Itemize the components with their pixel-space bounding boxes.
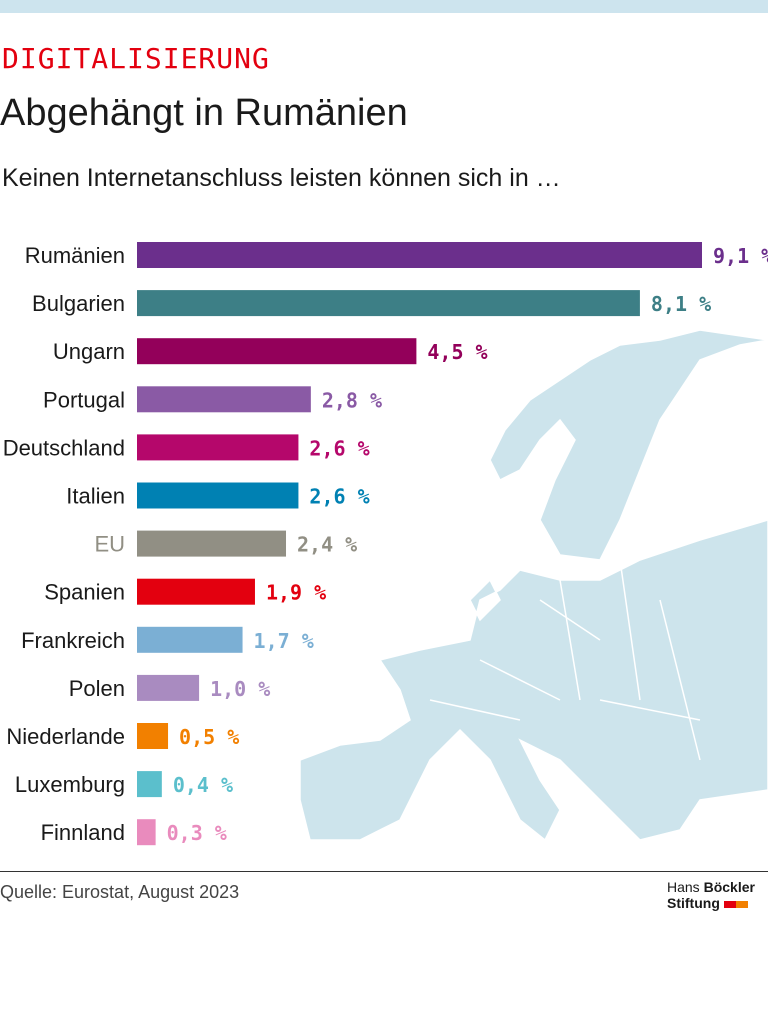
bar-7 (137, 578, 255, 605)
value-label: 1,9 % (266, 581, 326, 605)
logo-text: Hans (667, 879, 700, 895)
value-label: 9,1 % (713, 244, 768, 268)
category-label: Niederlande (6, 724, 125, 749)
kicker: DIGITALISIERUNG (2, 42, 270, 75)
logo-text: Stiftung (667, 895, 720, 911)
value-label: 8,1 % (651, 292, 711, 316)
bar-3 (137, 386, 311, 413)
category-label: EU (94, 532, 125, 557)
logo-red-square (723, 900, 736, 908)
category-label: Spanien (44, 580, 125, 605)
divider (0, 871, 768, 872)
category-label: Italien (66, 484, 125, 509)
logo-orange-square (735, 900, 748, 908)
category-label: Luxemburg (15, 772, 125, 797)
value-label: 2,4 % (297, 533, 357, 557)
value-label: 0,4 % (173, 773, 233, 797)
logo-text: Böckler (703, 879, 755, 895)
category-label: Frankreich (21, 628, 125, 653)
category-label: Deutschland (3, 435, 125, 460)
value-label: 0,5 % (179, 725, 239, 749)
bar-6 (137, 530, 287, 557)
bar-0 (137, 242, 702, 268)
source-note: Quelle: Eurostat, August 2023 (0, 882, 240, 902)
value-label: 2,6 % (309, 436, 369, 460)
value-label: 2,6 % (309, 485, 369, 509)
bar-5 (137, 482, 299, 509)
bar-4 (137, 434, 299, 461)
bar-10 (137, 723, 169, 749)
bar-9 (137, 674, 200, 701)
bar-2 (137, 338, 417, 365)
top-bar (0, 0, 768, 13)
page-title: Abgehängt in Rumänien (0, 92, 408, 134)
bar-12 (137, 819, 156, 846)
category-label: Portugal (43, 387, 125, 412)
hans-boeckler-logo: Hans Böckler Stiftung (667, 879, 755, 911)
category-label: Finnland (41, 820, 125, 845)
bar-1 (137, 290, 640, 317)
category-label: Polen (69, 676, 125, 701)
subtitle: Keinen Internetanschluss leisten können … (2, 164, 561, 192)
category-label: Ungarn (53, 339, 125, 364)
value-label: 2,8 % (322, 388, 382, 412)
category-label: Bulgarien (32, 291, 125, 316)
bar-8 (137, 626, 243, 653)
value-label: 1,7 % (254, 629, 314, 653)
value-label: 0,3 % (167, 821, 227, 845)
value-label: 1,0 % (210, 677, 270, 701)
category-label: Rumänien (25, 243, 125, 268)
bar-11 (137, 771, 162, 798)
value-label: 4,5 % (427, 340, 487, 364)
